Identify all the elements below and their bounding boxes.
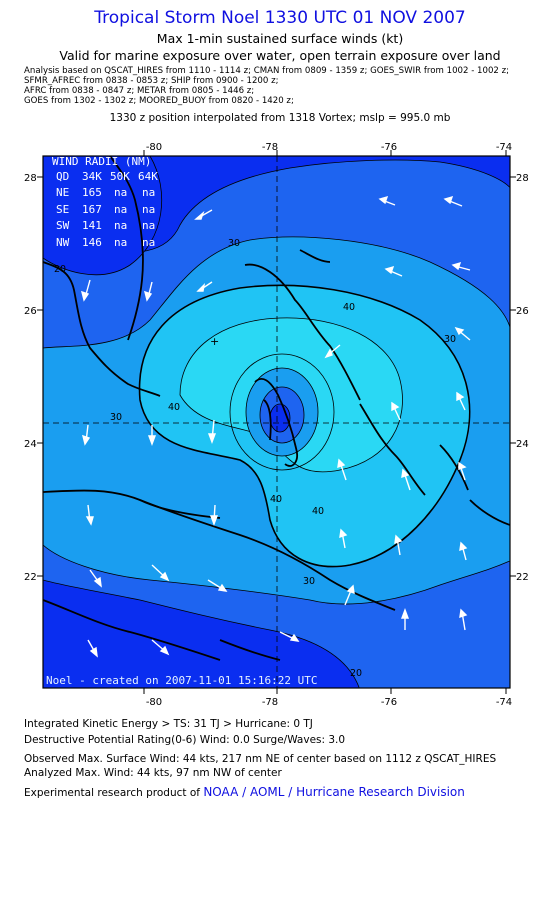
map-credit: Noel - created on 2007-11-01 15:16:22 UT… bbox=[46, 674, 318, 687]
lat-tick-label: 26 bbox=[516, 306, 529, 317]
ike-line: Integrated Kinetic Energy > TS: 31 TJ > … bbox=[24, 718, 313, 730]
wind-field-map: + bbox=[24, 142, 529, 708]
lon-tick-label: -76 bbox=[381, 142, 397, 153]
analyzed-max-wind: Analyzed Max. Wind: 44 kts, 97 nm NW of … bbox=[24, 767, 282, 779]
hrd-link[interactable]: NOAA / AOML / Hurricane Research Divisio… bbox=[203, 785, 465, 799]
contour-label: 40 bbox=[168, 402, 180, 413]
wind-vectors bbox=[81, 195, 471, 658]
contour-labels: 20 30 40 40 30 40 40 30 30 20 bbox=[54, 238, 456, 679]
wind-radii-quadrant: NE bbox=[56, 186, 69, 199]
plus-marker: + bbox=[210, 335, 219, 348]
analysis-line: Analysis based on QSCAT_HIRES from 1110 … bbox=[24, 66, 510, 76]
wind-radii-value: na bbox=[142, 203, 155, 216]
lon-tick-label: -80 bbox=[146, 142, 162, 153]
wind-radii-value: na bbox=[142, 186, 155, 199]
lat-tick-label: 24 bbox=[24, 439, 37, 450]
lat-tick-label: 26 bbox=[24, 306, 37, 317]
observed-max-wind: Observed Max. Surface Wind: 44 kts, 217 … bbox=[24, 753, 497, 765]
contour-10-south bbox=[43, 579, 360, 688]
wind-radii-value: 167 bbox=[82, 203, 102, 216]
wind-radii-value: na bbox=[114, 186, 127, 199]
contour-30 bbox=[138, 284, 471, 568]
lon-tick-label: -76 bbox=[381, 697, 397, 708]
wind-radii-header: 64K bbox=[138, 170, 158, 183]
wind-radii-value: 165 bbox=[82, 186, 102, 199]
contour-label: 30 bbox=[110, 412, 122, 423]
wind-radii-value: na bbox=[142, 236, 155, 249]
analysis-line: SFMR_AFREC from 0838 - 0853 z; SHIP from… bbox=[24, 76, 279, 86]
lat-tick-label: 22 bbox=[516, 572, 529, 583]
contour-label: 40 bbox=[312, 506, 324, 517]
contour-label: 20 bbox=[54, 264, 66, 275]
subtitle-exposure: Valid for marine exposure over water, op… bbox=[59, 48, 501, 63]
analysis-line: GOES from 1302 - 1302 z; MOORED_BUOY fro… bbox=[24, 96, 294, 106]
wind-radii-table: WIND RADII (NM) QD 34K 50K 64K NE 165 na… bbox=[52, 155, 158, 249]
wind-radii-value: na bbox=[114, 236, 127, 249]
lat-tick-label: 22 bbox=[24, 572, 37, 583]
wind-radii-quadrant: SW bbox=[56, 219, 70, 232]
wind-radii-value: na bbox=[114, 203, 127, 216]
wind-radii-header: QD bbox=[56, 170, 69, 183]
contour-label: 30 bbox=[444, 334, 456, 345]
lon-tick-label: -74 bbox=[496, 697, 512, 708]
contour-label: 30 bbox=[303, 576, 315, 587]
wind-radii-quadrant: NW bbox=[56, 236, 70, 249]
wind-radii-value: 146 bbox=[82, 236, 102, 249]
dpr-line: Destructive Potential Rating(0-6) Wind: … bbox=[24, 734, 346, 746]
page-title: Tropical Storm Noel 1330 UTC 01 NOV 2007 bbox=[94, 8, 466, 28]
lon-tick-label: -78 bbox=[262, 142, 278, 153]
wind-radii-quadrant: SE bbox=[56, 203, 69, 216]
wind-radii-value: na bbox=[142, 219, 155, 232]
axis-ticks bbox=[37, 150, 516, 694]
contour-label: 20 bbox=[350, 668, 362, 679]
wind-radii-title: WIND RADII (NM) bbox=[52, 155, 151, 168]
lat-tick-label: 28 bbox=[24, 173, 37, 184]
wind-band-deep-nw bbox=[43, 156, 163, 276]
product-prefix: Experimental research product of bbox=[24, 787, 200, 799]
contour-20 bbox=[43, 236, 510, 349]
wind-radii-value: 141 bbox=[82, 219, 102, 232]
subtitle-max-winds: Max 1-min sustained surface winds (kt) bbox=[156, 31, 404, 46]
wind-radii-value: na bbox=[114, 219, 127, 232]
contour-label: 40 bbox=[343, 302, 355, 313]
contour-label: 40 bbox=[270, 494, 282, 505]
contour-20-south bbox=[43, 544, 510, 605]
lat-tick-label: 28 bbox=[516, 173, 529, 184]
lon-tick-label: -74 bbox=[496, 142, 512, 153]
lon-tick-label: -80 bbox=[146, 697, 162, 708]
position-note: 1330 z position interpolated from 1318 V… bbox=[109, 112, 451, 124]
wind-radii-header: 34K bbox=[82, 170, 102, 183]
lon-tick-label: -78 bbox=[262, 697, 278, 708]
analysis-line: AFRC from 0838 - 0847 z; METAR from 0805… bbox=[24, 86, 255, 96]
contour-label: 30 bbox=[228, 238, 240, 249]
lat-tick-label: 24 bbox=[516, 439, 529, 450]
wind-radii-header: 50K bbox=[110, 170, 130, 183]
contour-inner-1 bbox=[229, 353, 335, 471]
product-credit: Experimental research product of NOAA / … bbox=[24, 785, 465, 799]
